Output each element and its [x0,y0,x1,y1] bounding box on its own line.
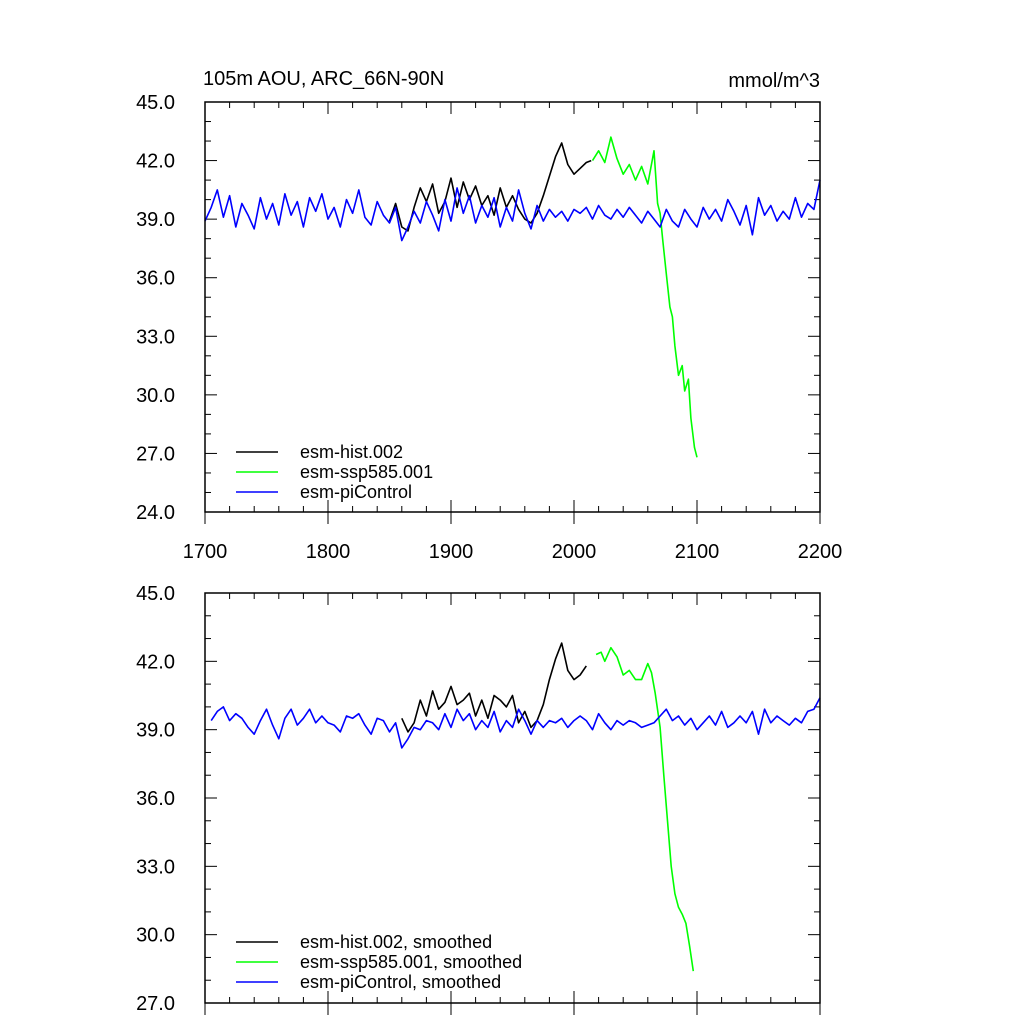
series-line [591,136,698,458]
bottom-panel: 27.0 30.0 33.0 36.0 39.0 42.0 45.0 esm-hist.00… [136,583,821,1015]
y-tick-label: 33.0 [136,326,175,348]
units-label: mmol/m^3 [728,70,820,92]
y-tick-label: 24.0 [136,502,175,524]
y-tick-label: 33.0 [136,856,175,878]
x-tick-label: 1700 [183,541,228,563]
chart-title: 105m AOU, ARC_66N-90N [203,68,444,90]
plot-frame [204,101,821,513]
tick-label-layer: 24.0 27.0 30.0 33.0 36.0 39.0 42.0 45.0 1700 1800… [136,92,842,563]
tick-layer [204,101,821,524]
legend-label: esm-ssp585.001 [300,462,433,482]
top-panel: 105m AOU, ARC_66N-90N mmol/m^3 24.0 27.0 3… [136,68,842,563]
y-tick-label: 45.0 [136,583,175,605]
tick-layer [204,592,821,1015]
y-tick-label: 42.0 [136,151,175,173]
y-tick-label: 45.0 [136,92,175,114]
legend-label: esm-piControl [300,482,412,502]
series-line [401,642,587,733]
y-tick-label: 36.0 [136,788,175,810]
series-line [204,179,821,242]
series-layer [210,642,821,972]
legend-label: esm-ssp585.001, smoothed [300,952,522,972]
y-tick-label: 36.0 [136,268,175,290]
y-tick-label: 42.0 [136,651,175,673]
y-tick-label: 39.0 [136,209,175,231]
series-line [388,142,592,232]
x-tick-label: 1900 [429,541,474,563]
y-tick-label: 30.0 [136,385,175,407]
tick-label-layer: 27.0 30.0 33.0 36.0 39.0 42.0 45.0 [136,583,175,1015]
series-line [210,697,821,749]
y-tick-label: 27.0 [136,993,175,1015]
series-line [595,646,695,972]
series-layer [204,136,821,458]
x-tick-label: 2200 [798,541,843,563]
plot-frame [204,592,821,1004]
legend-label: esm-piControl, smoothed [300,972,501,992]
x-tick-label: 1800 [306,541,351,563]
legend-label: esm-hist.002, smoothed [300,932,492,952]
y-tick-label: 39.0 [136,720,175,742]
x-tick-label: 2100 [675,541,720,563]
y-tick-label: 30.0 [136,925,175,947]
x-tick-label: 2000 [552,541,597,563]
y-tick-label: 27.0 [136,443,175,465]
legend-label: esm-hist.002 [300,442,403,462]
